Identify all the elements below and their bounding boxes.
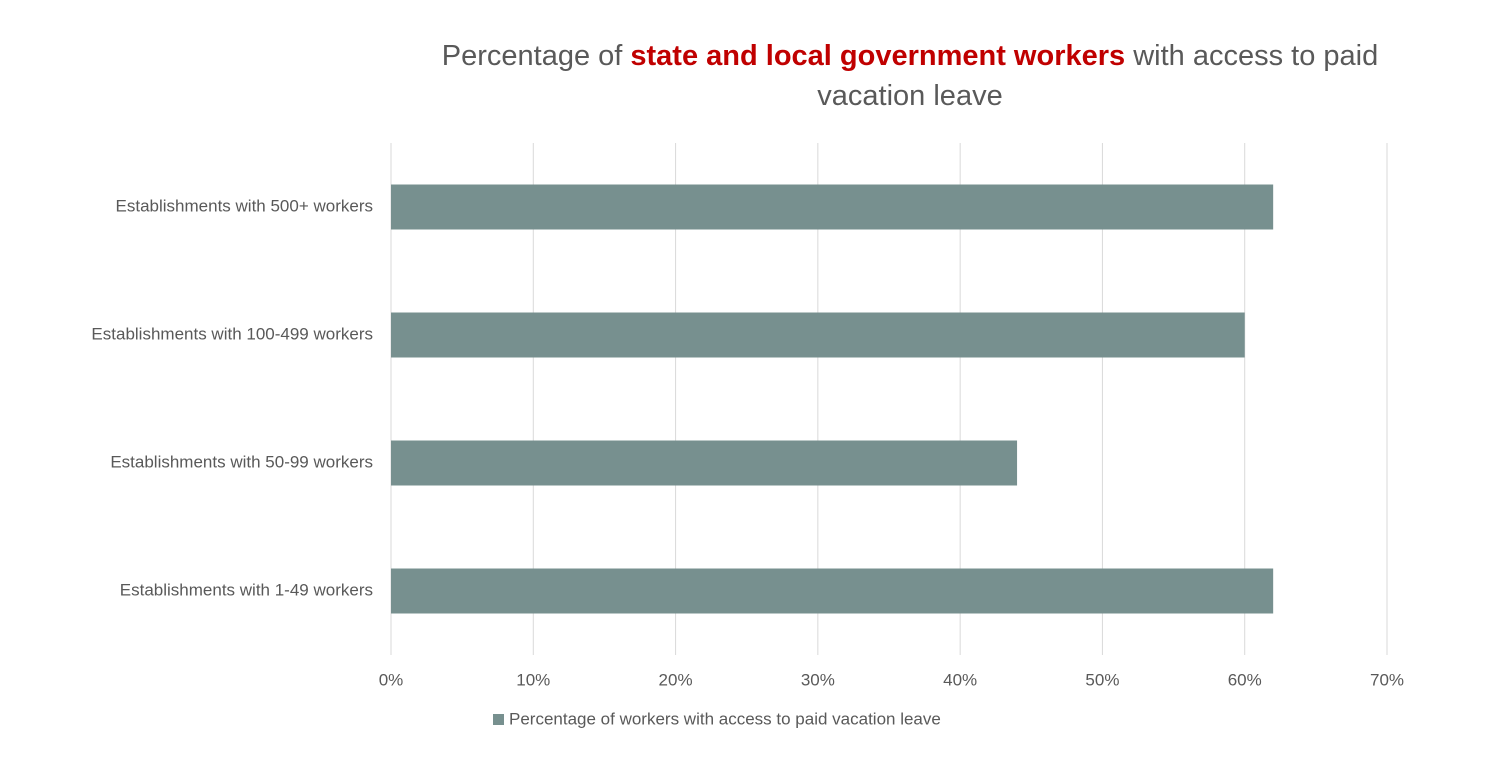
x-tick-label: 40% (943, 670, 977, 689)
legend-label: Percentage of workers with access to pai… (509, 709, 941, 728)
y-tick-label: Establishments with 100-499 workers (91, 324, 373, 343)
x-tick-label: 60% (1228, 670, 1262, 689)
chart-title: Percentage of state and local government… (410, 36, 1410, 116)
x-tick-label: 0% (379, 670, 404, 689)
y-tick-label: Establishments with 500+ workers (116, 196, 373, 215)
y-tick-label: Establishments with 1-49 workers (120, 580, 373, 599)
x-tick-label: 20% (659, 670, 693, 689)
title-part: with access to paid vacation leave (817, 40, 1379, 112)
bar (391, 184, 1274, 230)
y-tick-label: Establishments with 50-99 workers (110, 452, 373, 471)
title-highlight: state and local government workers (630, 40, 1126, 72)
x-tick-label: 50% (1085, 670, 1119, 689)
title-part: Percentage of (441, 40, 631, 72)
x-tick-label: 30% (801, 670, 835, 689)
legend-swatch (493, 714, 504, 725)
bar (391, 312, 1245, 358)
x-tick-label: 10% (516, 670, 550, 689)
x-tick-label: 70% (1370, 670, 1404, 689)
bar (391, 440, 1018, 486)
bar (391, 568, 1274, 614)
